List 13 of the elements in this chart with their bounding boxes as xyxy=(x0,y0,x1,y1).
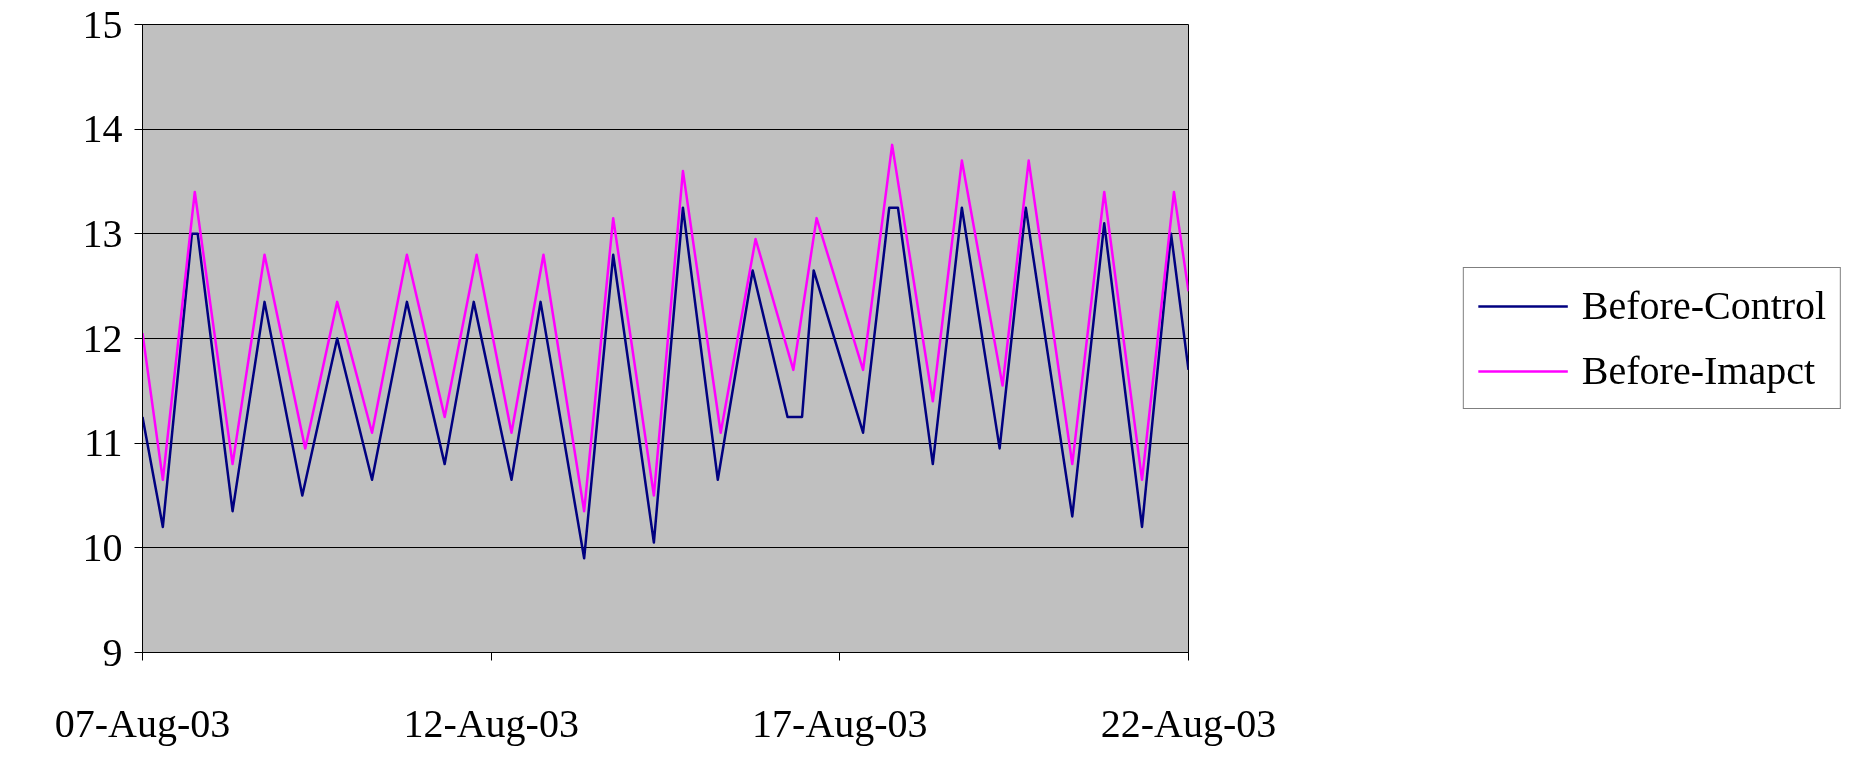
y-tick-label: 14 xyxy=(82,106,123,152)
y-tick-label: 12 xyxy=(82,315,123,361)
x-tick-label: 07-Aug-03 xyxy=(54,700,231,746)
y-tick-label: 9 xyxy=(102,629,123,675)
y-tick-label: 11 xyxy=(83,420,123,466)
x-tick-label: 12-Aug-03 xyxy=(403,700,579,746)
y-tick-label: 10 xyxy=(82,524,123,570)
x-tick-label: 17-Aug-03 xyxy=(752,700,928,746)
legend-label: Before-Imapct xyxy=(1581,347,1816,394)
y-tick-label: 15 xyxy=(82,1,123,47)
x-tick-label: 22-Aug-03 xyxy=(1100,700,1277,746)
y-tick-label: 13 xyxy=(82,210,123,256)
legend-label: Before-Control xyxy=(1581,282,1827,329)
